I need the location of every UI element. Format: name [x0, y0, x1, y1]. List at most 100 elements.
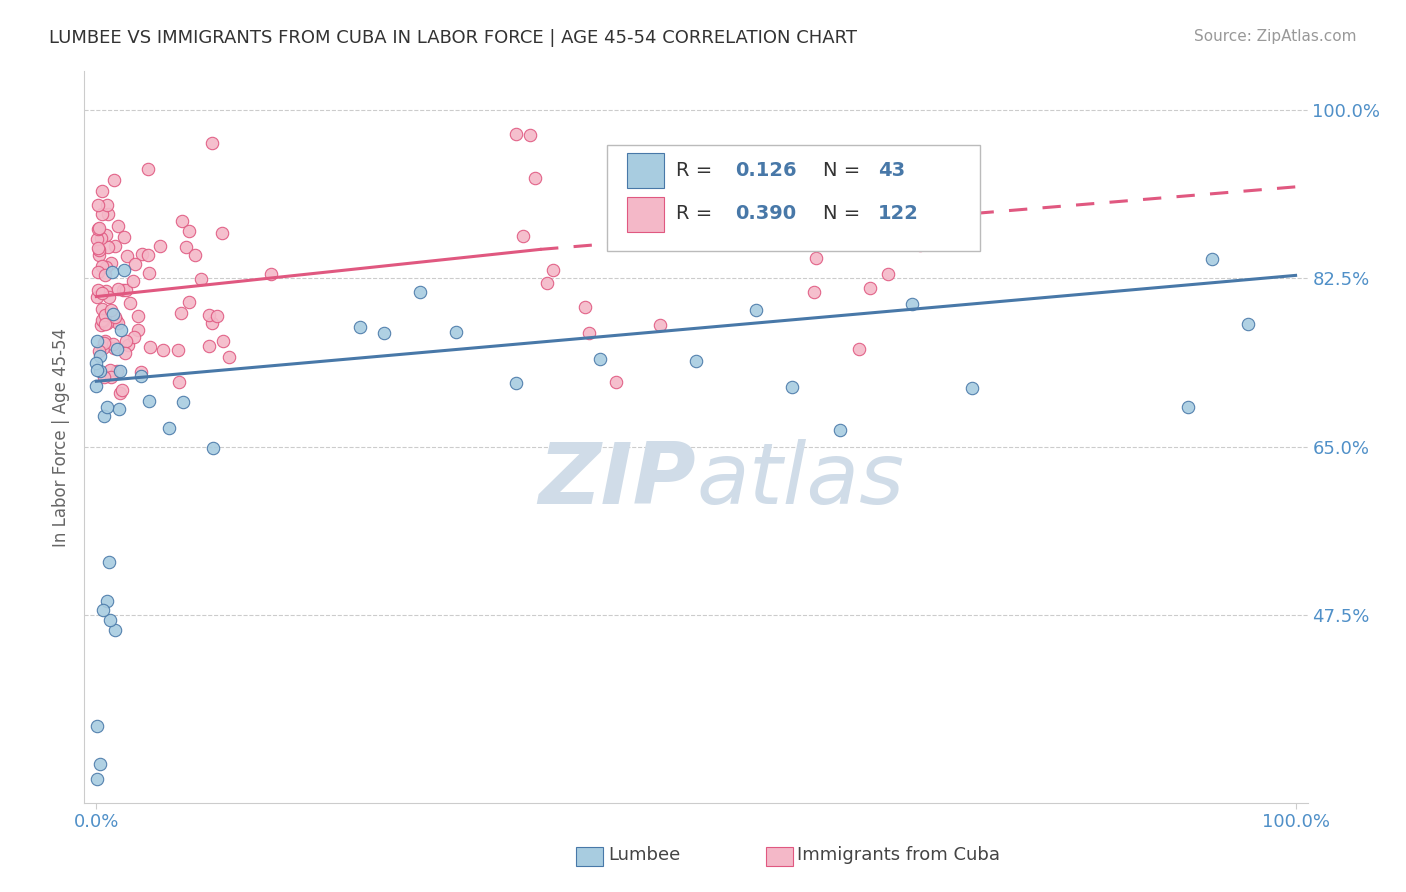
Point: [859, 281, 882, 295]
Point: [179, 295, 201, 310]
Text: 43: 43: [879, 161, 905, 179]
Point: [122, 330, 145, 344]
Point: [98, 613, 121, 627]
Point: [770, 148, 793, 162]
Point: [105, 313, 128, 327]
Point: [112, 262, 135, 277]
Point: [505, 376, 527, 390]
Point: [89, 350, 111, 364]
Point: [157, 421, 180, 435]
Point: [205, 310, 228, 324]
Point: [97, 206, 120, 220]
Point: [648, 318, 671, 332]
Point: [110, 323, 132, 337]
Point: [444, 325, 467, 339]
Point: [91, 259, 114, 273]
Point: [806, 251, 828, 265]
Point: [104, 239, 127, 253]
Point: [86, 355, 108, 369]
Point: [101, 337, 124, 351]
Point: [519, 128, 541, 142]
Point: [108, 364, 131, 378]
Text: 0.390: 0.390: [735, 204, 796, 224]
Point: [409, 285, 432, 300]
Point: [107, 282, 129, 296]
Point: [589, 352, 612, 367]
Point: [96, 400, 118, 414]
Point: [174, 240, 197, 254]
Point: [87, 264, 110, 278]
Point: [218, 350, 240, 364]
Point: [86, 379, 108, 393]
Point: [201, 316, 224, 330]
Point: [211, 334, 233, 348]
Point: [87, 221, 110, 235]
Text: N =: N =: [823, 204, 860, 224]
Point: [152, 343, 174, 357]
Point: [91, 184, 114, 198]
Point: [131, 368, 153, 383]
Point: [875, 210, 897, 224]
Point: [734, 231, 756, 245]
Point: [89, 221, 111, 235]
Point: [91, 341, 114, 355]
Point: [785, 216, 807, 230]
Text: Immigrants from Cuba: Immigrants from Cuba: [797, 847, 1001, 864]
Point: [87, 344, 110, 359]
Point: [100, 303, 122, 318]
Point: [876, 268, 898, 282]
Point: [807, 214, 830, 228]
Point: [211, 226, 233, 240]
Point: [717, 148, 740, 162]
Point: [138, 162, 160, 177]
Point: [543, 263, 565, 277]
Point: [745, 302, 768, 317]
Point: [107, 316, 129, 330]
Text: 122: 122: [879, 204, 920, 224]
Text: 0.126: 0.126: [735, 161, 797, 179]
Bar: [766, 847, 793, 866]
Text: Source: ZipAtlas.com: Source: ZipAtlas.com: [1194, 29, 1357, 44]
Bar: [627, 197, 664, 232]
Text: ZIP: ZIP: [538, 440, 696, 523]
Point: [124, 257, 146, 271]
Point: [101, 265, 124, 279]
Point: [1236, 317, 1258, 331]
Point: [90, 285, 112, 300]
Bar: [627, 153, 664, 188]
Point: [127, 309, 149, 323]
Point: [578, 326, 600, 341]
Point: [111, 383, 134, 397]
Point: [605, 376, 627, 390]
Point: [91, 314, 114, 328]
Point: [172, 395, 194, 409]
Bar: [576, 847, 603, 866]
Point: [373, 326, 395, 341]
Point: [190, 272, 212, 286]
Point: [105, 342, 128, 356]
Point: [97, 240, 120, 254]
Point: [1201, 252, 1223, 267]
Point: [100, 370, 122, 384]
Point: [619, 227, 641, 242]
Point: [89, 757, 111, 772]
Point: [138, 394, 160, 409]
Point: [138, 266, 160, 280]
Point: [87, 241, 110, 255]
Point: [100, 255, 122, 269]
Point: [103, 307, 125, 321]
Point: [90, 207, 112, 221]
Point: [117, 338, 139, 352]
Point: [111, 283, 134, 297]
Text: atlas: atlas: [696, 440, 904, 523]
Point: [127, 323, 149, 337]
Point: [91, 313, 114, 327]
Point: [96, 593, 118, 607]
Point: [960, 381, 983, 395]
Point: [112, 229, 135, 244]
FancyBboxPatch shape: [606, 145, 980, 251]
Point: [87, 243, 110, 257]
Point: [94, 309, 117, 323]
Point: [98, 555, 121, 569]
Point: [172, 213, 194, 227]
